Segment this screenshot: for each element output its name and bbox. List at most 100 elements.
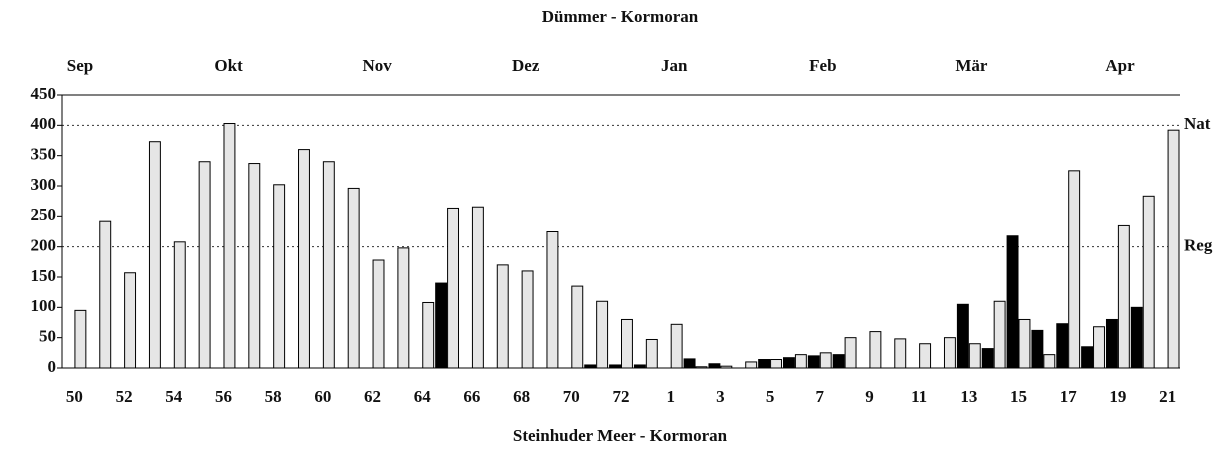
month-label: Dez [512,56,540,75]
y-tick-label: 0 [48,357,57,376]
y-tick-label: 150 [31,266,57,285]
bar [1031,329,1044,369]
x-tick-label: 15 [1010,387,1027,406]
x-tick-label: 19 [1109,387,1126,406]
bar [1117,224,1130,369]
bar [198,161,211,369]
y-tick-label: 400 [31,114,57,133]
bar [993,300,1006,369]
x-tick-label: 1 [666,387,675,406]
bar [148,141,161,369]
bar [1130,306,1143,369]
bar [546,231,559,369]
bar [956,303,969,369]
x-tick-label: 58 [265,387,282,406]
y-tick-label: 350 [31,145,57,164]
bar [1068,170,1081,369]
bar [422,301,435,369]
bar [894,338,907,369]
x-tick-label: 70 [563,387,580,406]
bar [1056,323,1069,369]
bar [571,285,584,369]
x-tick-label: 66 [463,387,480,406]
bar [745,361,758,369]
bar [807,355,820,369]
bar [273,184,286,369]
x-tick-label: 60 [314,387,331,406]
bar [770,359,782,369]
bar [782,357,795,369]
month-label: Apr [1105,56,1135,75]
x-axis-title: Steinhuder Meer - Kormoran [513,426,728,445]
x-tick-label: 21 [1159,387,1176,406]
bar [99,220,112,369]
bar [794,354,807,369]
month-label: Okt [214,56,243,75]
y-tick-label: 250 [31,205,57,224]
x-tick-label: 68 [513,387,530,406]
x-tick-label: 9 [865,387,874,406]
bar [74,309,87,369]
bar [1006,235,1019,369]
bar [869,331,882,369]
bar [298,149,310,369]
bar [372,259,385,369]
x-tick-label: 72 [613,387,630,406]
bar [819,352,832,369]
bar [943,337,956,369]
x-tick-label: 62 [364,387,381,406]
bar [1167,129,1180,369]
month-label: Jan [661,56,688,75]
month-label: Sep [67,56,93,75]
bar [322,161,335,369]
bar [347,187,360,369]
y-tick-label: 200 [31,236,57,255]
bar [397,247,410,369]
reference-label: Nat [1184,114,1211,133]
y-tick-label: 450 [31,84,57,103]
x-tick-label: 64 [414,387,432,406]
reference-label: Reg [1184,236,1213,255]
bar [124,272,137,369]
x-tick-label: 17 [1060,387,1078,406]
x-tick-label: 52 [116,387,133,406]
bar [1093,326,1105,369]
month-label: Mär [955,56,988,75]
bar [708,363,721,369]
x-tick-label: 11 [911,387,927,406]
x-tick-label: 5 [766,387,775,406]
month-label: Feb [809,56,836,75]
bar [471,206,484,369]
bar [521,270,534,369]
bar [844,337,857,369]
bar [1081,346,1094,369]
x-tick-label: 3 [716,387,725,406]
bar [670,323,683,369]
y-tick-label: 300 [31,175,57,194]
bar [758,359,771,369]
bar [447,207,460,369]
bar [645,338,658,369]
bar [496,264,509,369]
bar [1018,318,1031,369]
bar [919,343,932,369]
x-tick-label: 7 [816,387,825,406]
bar [981,348,994,369]
bar [1105,318,1118,369]
x-tick-label: 50 [66,387,83,406]
bar [223,123,236,369]
bar [596,300,609,369]
bar [435,282,448,369]
bar [968,343,981,369]
x-tick-label: 54 [165,387,183,406]
month-label: Nov [363,56,393,75]
bar [683,358,696,369]
bar [832,354,845,369]
bar [173,241,186,369]
bar [1043,354,1056,369]
chart-title: Dümmer - Kormoran [542,7,699,26]
bar [1142,195,1155,369]
y-tick-label: 50 [39,327,56,346]
y-tick-label: 100 [31,296,57,315]
